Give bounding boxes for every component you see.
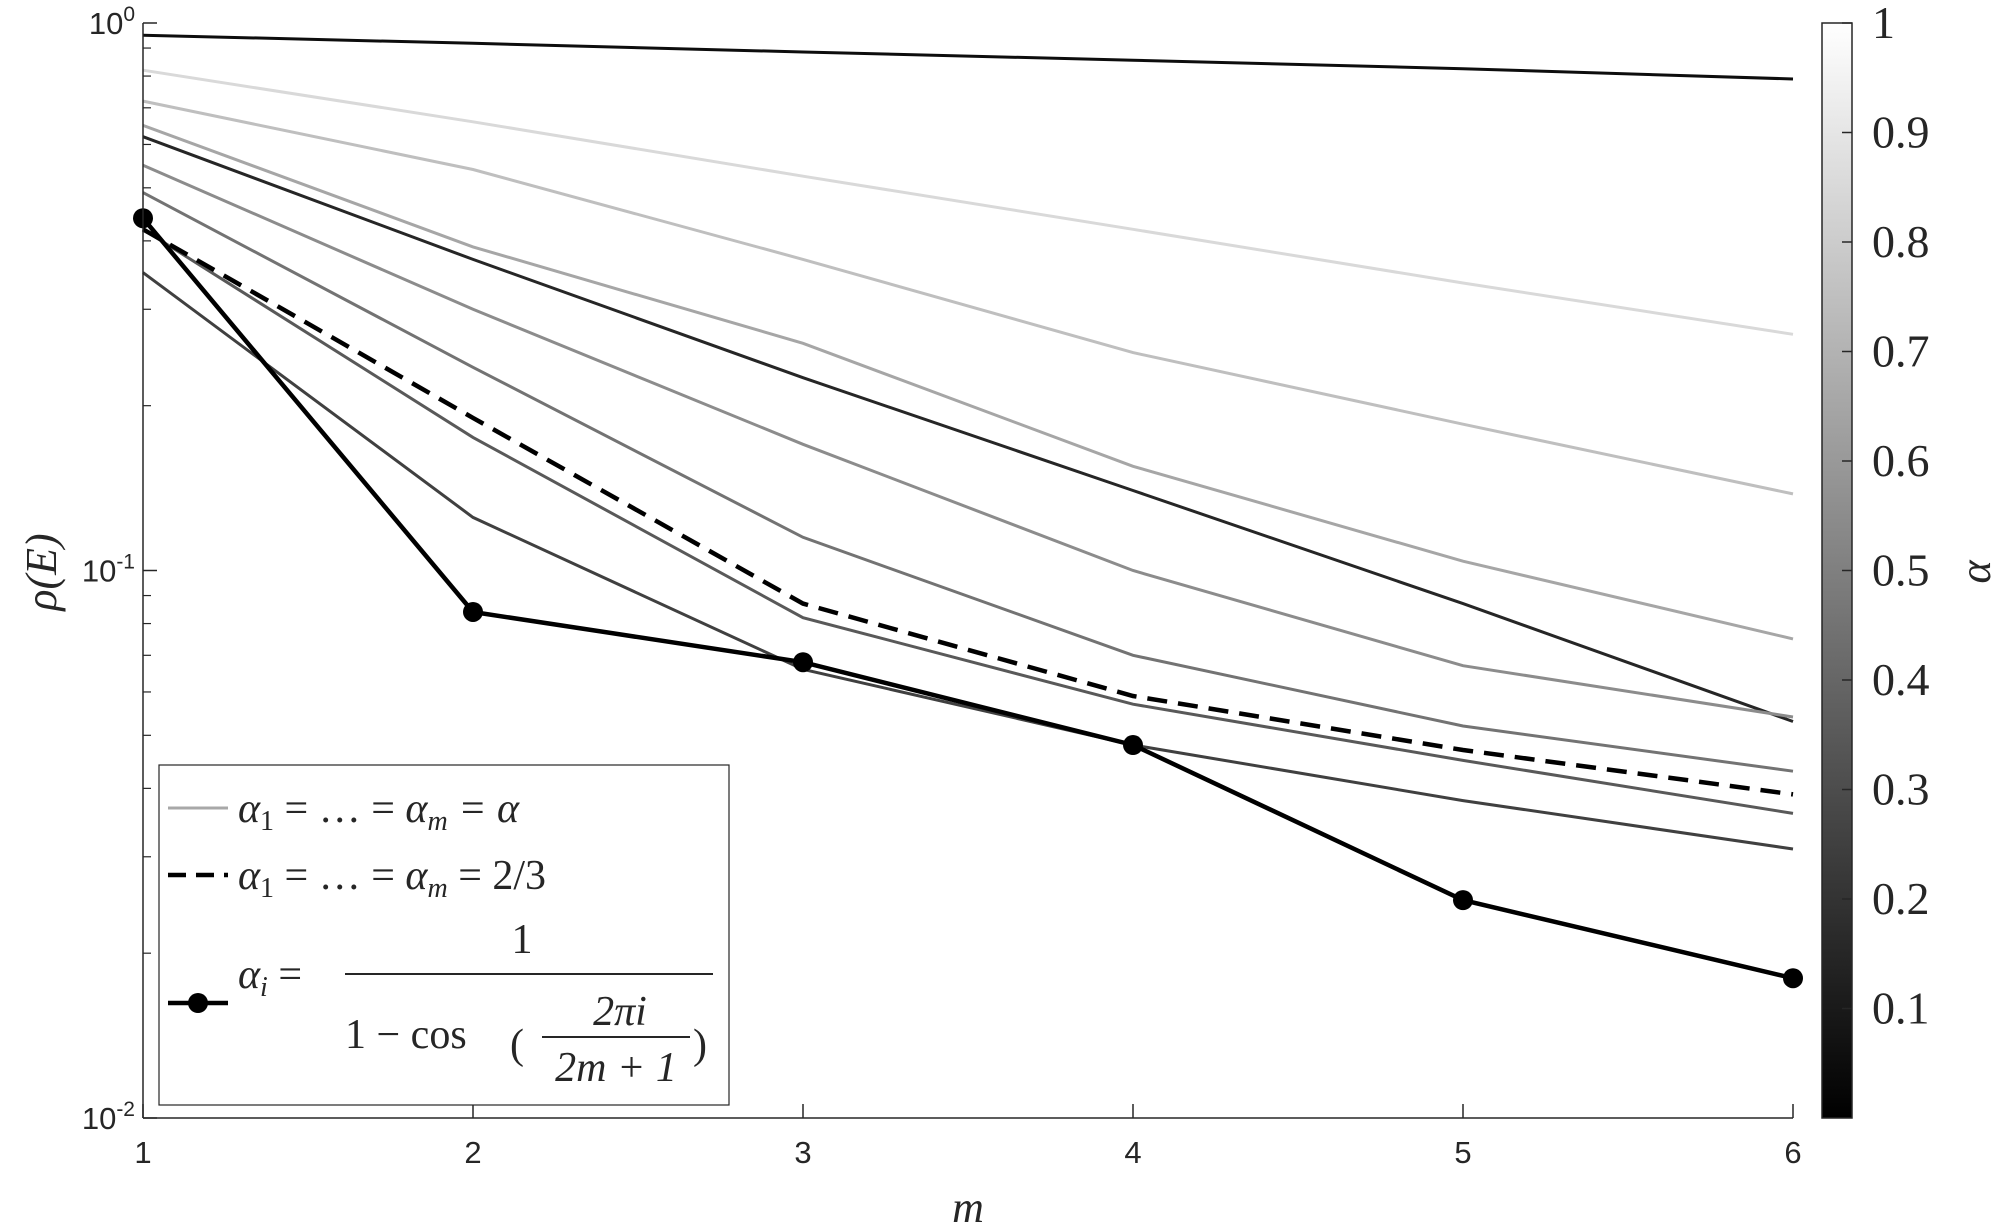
legend-paren-left: ( — [510, 1022, 524, 1068]
colorbar-tick-label-0.7: 0.7 — [1872, 326, 1930, 377]
tick-layer: 1 2 3 4 5 6 100 10-1 10-2 — [82, 3, 1802, 1170]
gray-series-line-4 — [142, 228, 1794, 815]
colorbar-tick-label-0.4: 0.4 — [1872, 654, 1930, 705]
marker-point-6 — [1783, 968, 1803, 989]
gray-series-line-8 — [142, 99, 1794, 496]
legend-inner-denominator: 2m + 1 — [555, 1045, 677, 1091]
marker-series-line — [141, 216, 1794, 981]
legend: α1 = … = αm = α α1 = … = αm = 2/3 αi = 1… — [158, 764, 730, 1106]
legend-entry-3-numerator: 1 — [512, 917, 533, 963]
gray-series-line-6 — [142, 163, 1794, 719]
x-tick-label-5: 5 — [1454, 1135, 1471, 1170]
gray-series-line-5 — [142, 191, 1794, 773]
x-tick-label-4: 4 — [1124, 1135, 1141, 1170]
colorbar-tick-label-0.9: 0.9 — [1872, 107, 1930, 158]
colorbar-tick-label-0.1: 0.1 — [1872, 983, 1930, 1034]
legend-box — [158, 764, 730, 1106]
legend-entry-2: α1 = … = αm = 2/3 — [238, 853, 546, 904]
marker-point-5 — [1453, 890, 1473, 911]
colorbar-tick-label-0.5: 0.5 — [1872, 545, 1930, 596]
marker-point-4 — [1123, 735, 1143, 756]
series-layer — [133, 33, 1803, 989]
legend-entry-3-lhs: αi = — [238, 952, 302, 1003]
colorbar-tick-label-0.6: 0.6 — [1872, 435, 1930, 486]
colorbar-tick-label-0.3: 0.3 — [1872, 764, 1930, 815]
legend-inner-numerator: 2πi — [593, 989, 647, 1035]
dashed-series-line — [141, 227, 1794, 797]
gray-series-line-3 — [142, 271, 1794, 851]
marker-point-3 — [793, 652, 813, 673]
legend-entry-3-denominator: 1 − cos — [345, 1012, 467, 1058]
colorbar: 0.1 0.2 0.3 0.4 0.5 0.6 0.7 0.8 0.9 1 α — [1821, 0, 2000, 1119]
colorbar-tick-label-0.2: 0.2 — [1872, 873, 1930, 924]
x-tick-label-3: 3 — [794, 1135, 811, 1170]
legend-entry-1: α1 = … = αm = α — [238, 786, 520, 837]
colorbar-label: α — [1951, 560, 2000, 584]
gray-series-line-1 — [142, 33, 1794, 81]
x-tick-label-2: 2 — [464, 1135, 481, 1170]
legend-swatch-marker — [188, 993, 208, 1013]
marker-point-2 — [463, 601, 483, 622]
gray-series-line-9 — [142, 68, 1794, 336]
colorbar-tick-label-1: 1 — [1872, 0, 1895, 48]
gray-series-line-7 — [142, 123, 1794, 641]
x-tick-label-6: 6 — [1784, 1135, 1801, 1170]
y-axis-label: ρ(E) — [17, 533, 66, 612]
y-tick-label--2: 10-2 — [82, 1098, 135, 1136]
y-tick-label-0: 100 — [89, 3, 135, 41]
x-axis-label: m — [952, 1183, 984, 1225]
y-tick-label--1: 10-1 — [82, 551, 135, 589]
x-tick-label-1: 1 — [134, 1135, 151, 1170]
legend-paren-right: ) — [693, 1022, 707, 1068]
colorbar-ticks: 0.1 0.2 0.3 0.4 0.5 0.6 0.7 0.8 0.9 1 — [1842, 0, 1930, 1034]
gray-series-line-2 — [142, 135, 1794, 723]
colorbar-tick-label-0.8: 0.8 — [1872, 216, 1930, 267]
